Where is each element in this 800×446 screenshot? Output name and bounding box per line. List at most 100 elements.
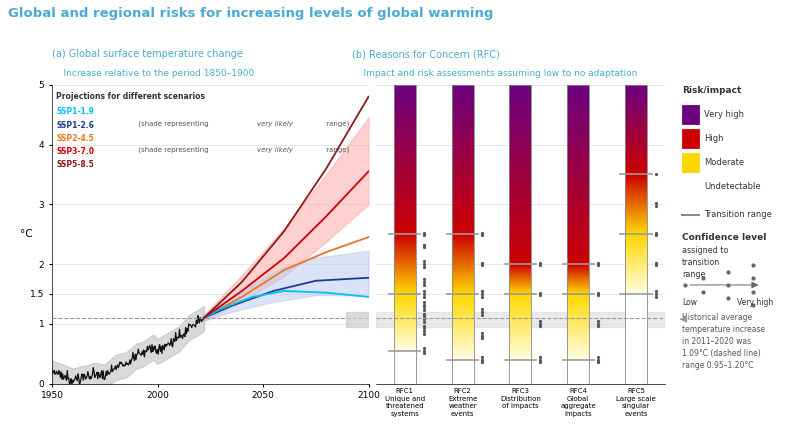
Bar	[625, 192, 647, 193]
Bar	[510, 260, 531, 262]
Bar	[394, 171, 416, 173]
Bar	[510, 332, 531, 333]
Bar	[451, 307, 474, 308]
Bar	[451, 197, 474, 198]
Bar	[451, 289, 474, 290]
Bar	[394, 107, 416, 109]
Bar	[510, 172, 531, 174]
Bar	[567, 168, 589, 170]
Bar	[451, 317, 474, 318]
Bar	[625, 206, 647, 207]
Bar	[451, 96, 474, 98]
Bar	[394, 301, 416, 302]
Bar	[394, 210, 416, 212]
Bar	[567, 240, 589, 242]
Bar	[625, 290, 647, 291]
Text: (a) Global surface temperature change: (a) Global surface temperature change	[52, 49, 243, 59]
Bar	[451, 227, 474, 228]
Bar	[567, 194, 589, 197]
Bar	[567, 246, 589, 248]
Bar	[451, 259, 474, 260]
Bar	[394, 120, 416, 122]
Bar	[510, 188, 531, 190]
Bar	[451, 173, 474, 174]
Bar	[510, 215, 531, 217]
Bar	[394, 139, 416, 141]
Bar	[625, 137, 647, 139]
Bar	[625, 204, 647, 205]
Bar	[451, 240, 474, 241]
Bar	[394, 137, 416, 139]
Bar	[394, 197, 416, 198]
Bar	[567, 237, 589, 240]
Bar	[567, 307, 589, 308]
Bar	[510, 298, 531, 299]
Bar	[394, 163, 416, 165]
Bar	[451, 296, 474, 297]
Bar	[451, 265, 474, 266]
Bar	[451, 85, 474, 384]
Bar	[451, 184, 474, 186]
Bar	[510, 89, 531, 91]
Bar	[394, 240, 416, 241]
Bar	[394, 268, 416, 269]
Bar	[510, 161, 531, 163]
Bar	[625, 127, 647, 128]
Bar	[682, 105, 699, 124]
Bar	[451, 306, 474, 307]
Bar	[510, 170, 531, 172]
Bar	[567, 327, 589, 328]
Bar	[451, 349, 474, 350]
Bar	[394, 293, 416, 294]
Bar	[567, 351, 589, 352]
Bar	[567, 346, 589, 347]
Bar	[394, 99, 416, 102]
Bar	[394, 288, 416, 289]
Bar	[567, 163, 589, 165]
Bar	[394, 348, 416, 349]
Bar	[451, 154, 474, 156]
Bar	[451, 182, 474, 184]
Bar	[394, 337, 416, 338]
Bar	[394, 300, 416, 301]
Bar	[451, 321, 474, 322]
Bar	[567, 297, 589, 298]
Bar	[625, 136, 647, 137]
Bar	[510, 109, 531, 112]
Bar	[394, 157, 416, 159]
Bar	[451, 347, 474, 348]
Bar	[451, 319, 474, 320]
Bar	[567, 242, 589, 244]
Bar	[510, 251, 531, 253]
Bar	[510, 118, 531, 120]
Bar	[567, 325, 589, 326]
Bar	[625, 193, 647, 194]
Bar	[510, 159, 531, 161]
Bar	[394, 202, 416, 204]
Bar	[451, 235, 474, 236]
Bar	[567, 251, 589, 253]
Text: Very high: Very high	[704, 110, 744, 119]
Bar	[451, 88, 474, 91]
Bar	[451, 267, 474, 268]
Bar	[451, 343, 474, 344]
Bar	[451, 261, 474, 262]
Bar	[567, 299, 589, 300]
Bar	[451, 305, 474, 306]
Bar	[510, 231, 531, 233]
Bar	[510, 143, 531, 145]
Bar	[567, 320, 589, 321]
Bar	[394, 295, 416, 296]
Bar	[394, 129, 416, 132]
Bar	[451, 257, 474, 258]
Bar	[394, 212, 416, 214]
Bar	[394, 201, 416, 202]
Bar	[567, 98, 589, 100]
Bar	[451, 341, 474, 342]
Bar	[451, 148, 474, 150]
Bar	[625, 145, 647, 146]
Bar	[451, 303, 474, 304]
Bar	[625, 269, 647, 270]
Bar	[625, 256, 647, 257]
Bar	[625, 286, 647, 287]
